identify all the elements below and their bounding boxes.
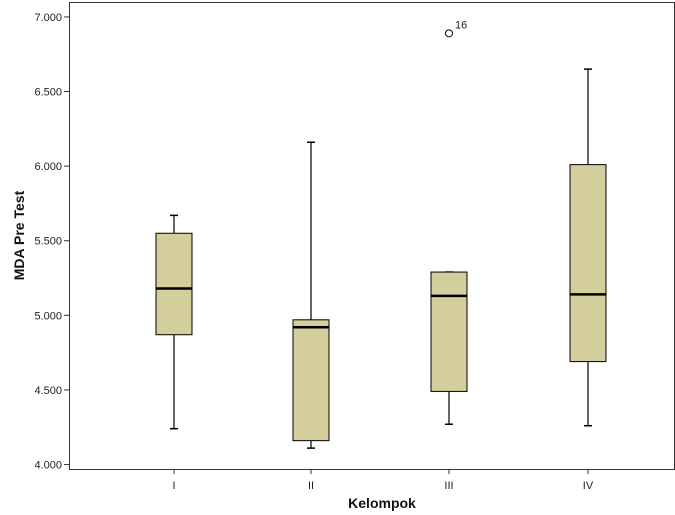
outliers: 16 <box>445 19 467 38</box>
y-tick-label: 4.000 <box>34 460 62 472</box>
box-body <box>292 319 330 442</box>
box-body <box>430 271 468 392</box>
x-axis: I II III IV <box>172 469 594 492</box>
box-II <box>292 141 330 449</box>
x-tick-label: III <box>444 480 453 492</box>
boxes <box>155 68 607 449</box>
y-tick-label: 4.500 <box>34 385 62 397</box>
box-IV <box>569 68 607 427</box>
box-III <box>430 271 468 425</box>
x-tick-label: II <box>308 480 314 492</box>
box-I <box>155 214 193 430</box>
y-tick-label: 6.000 <box>34 161 62 173</box>
outlier-point <box>445 29 453 38</box>
x-axis-title: Kelompok <box>348 495 416 511</box>
y-axis: 4.000 4.500 5.000 5.500 6.000 6.500 7.000 <box>34 12 69 472</box>
y-tick-label: 7.000 <box>34 12 62 24</box>
box-body <box>569 164 607 363</box>
outlier-label: 16 <box>455 19 467 31</box>
y-tick-label: 5.500 <box>34 236 62 248</box>
box-body <box>155 232 193 336</box>
y-tick-label: 6.500 <box>34 87 62 99</box>
y-tick-label: 5.000 <box>34 310 62 322</box>
x-tick-label: IV <box>583 480 594 492</box>
x-tick-label: I <box>172 480 175 492</box>
y-axis-title: MDA Pre Test <box>11 190 27 280</box>
